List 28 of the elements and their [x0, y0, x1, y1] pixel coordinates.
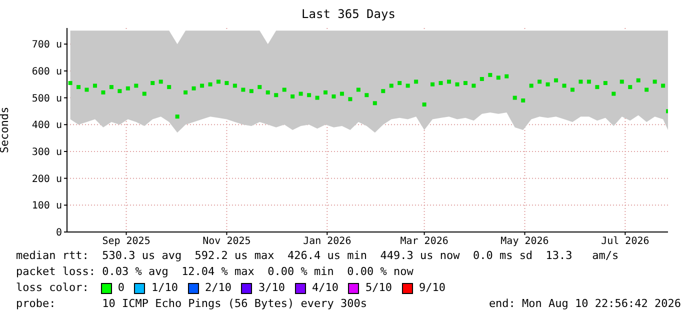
y-tick-label: 100 u: [32, 200, 62, 212]
x-tick-label: Sep 2025: [102, 236, 150, 248]
text: 0: [118, 280, 124, 296]
text: 4/10: [312, 280, 338, 296]
y-tick-label: 700 u: [32, 40, 62, 51]
x-tick-label: May 2026: [500, 236, 549, 248]
chart-title: Last 365 Days: [300, 6, 396, 23]
text: 3/10: [258, 280, 285, 296]
text: probe: 10 ICMP Echo Pings (56 Bytes) every 300s: [16, 296, 367, 312]
text: 5/10: [365, 280, 392, 296]
text: loss color:: [16, 280, 89, 296]
text: median rtt: 530.3 us avg 592.2 us max 426.4 us min 449.3 us now 0.0 ms sd 13.3 am/s: [16, 248, 620, 264]
y-tick-label: 0: [56, 228, 62, 239]
text: packet loss: 0.03 % avg 12.04 % max 0.00 % min 0.00 % now: [16, 264, 414, 280]
y-tick-label: 500 u: [32, 93, 62, 104]
y-tick-label: 300 u: [32, 147, 62, 158]
x-tick-label: Nov 2025: [202, 236, 251, 248]
text: 1/10: [151, 280, 178, 296]
x-tick-label: Mar 2026: [400, 236, 448, 248]
text: 2/10: [204, 280, 232, 296]
y-tick-label: 400 u: [32, 120, 62, 132]
y-tick-label: 200 u: [32, 174, 62, 185]
y-axis-title: Seconds: [0, 106, 11, 154]
x-tick-label: Jan 2026: [303, 236, 352, 248]
y-tick-label: 600 u: [32, 66, 62, 78]
text: end: Mon Aug 10 22:56:42 2026: [488, 296, 681, 312]
x-tick-label: Jul 2026: [601, 236, 650, 248]
text: 9/10: [418, 280, 446, 296]
